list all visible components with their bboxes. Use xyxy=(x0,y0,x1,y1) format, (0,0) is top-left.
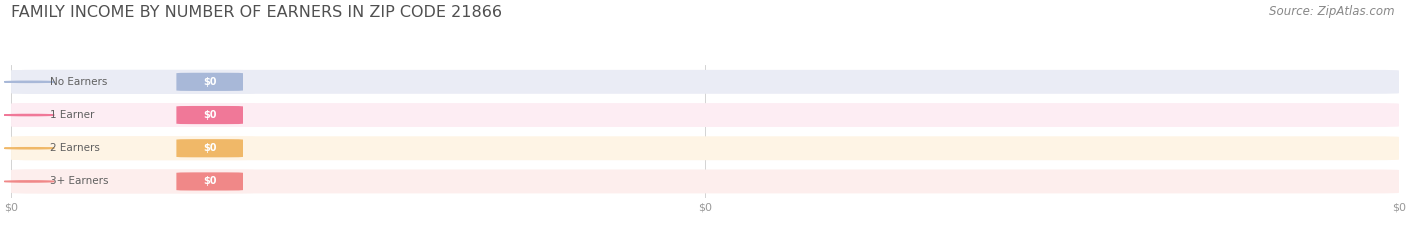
FancyBboxPatch shape xyxy=(176,139,243,157)
Circle shape xyxy=(4,81,55,82)
FancyBboxPatch shape xyxy=(176,106,243,124)
Text: Source: ZipAtlas.com: Source: ZipAtlas.com xyxy=(1270,5,1395,18)
Circle shape xyxy=(4,114,55,116)
FancyBboxPatch shape xyxy=(11,136,254,160)
FancyBboxPatch shape xyxy=(11,103,1399,127)
Text: 3+ Earners: 3+ Earners xyxy=(51,176,108,186)
FancyBboxPatch shape xyxy=(11,70,1399,94)
FancyBboxPatch shape xyxy=(176,73,243,91)
Text: $0: $0 xyxy=(202,176,217,186)
Text: 2 Earners: 2 Earners xyxy=(51,143,100,153)
Text: $0: $0 xyxy=(202,143,217,153)
FancyBboxPatch shape xyxy=(11,136,1399,160)
Text: No Earners: No Earners xyxy=(51,77,107,87)
Text: FAMILY INCOME BY NUMBER OF EARNERS IN ZIP CODE 21866: FAMILY INCOME BY NUMBER OF EARNERS IN ZI… xyxy=(11,5,502,20)
FancyBboxPatch shape xyxy=(176,172,243,191)
Text: $0: $0 xyxy=(202,77,217,87)
FancyBboxPatch shape xyxy=(11,169,1399,193)
FancyBboxPatch shape xyxy=(11,169,254,193)
Text: $0: $0 xyxy=(202,110,217,120)
Text: 1 Earner: 1 Earner xyxy=(51,110,94,120)
FancyBboxPatch shape xyxy=(11,70,254,94)
Circle shape xyxy=(4,181,55,182)
FancyBboxPatch shape xyxy=(11,103,254,127)
Circle shape xyxy=(4,148,55,149)
